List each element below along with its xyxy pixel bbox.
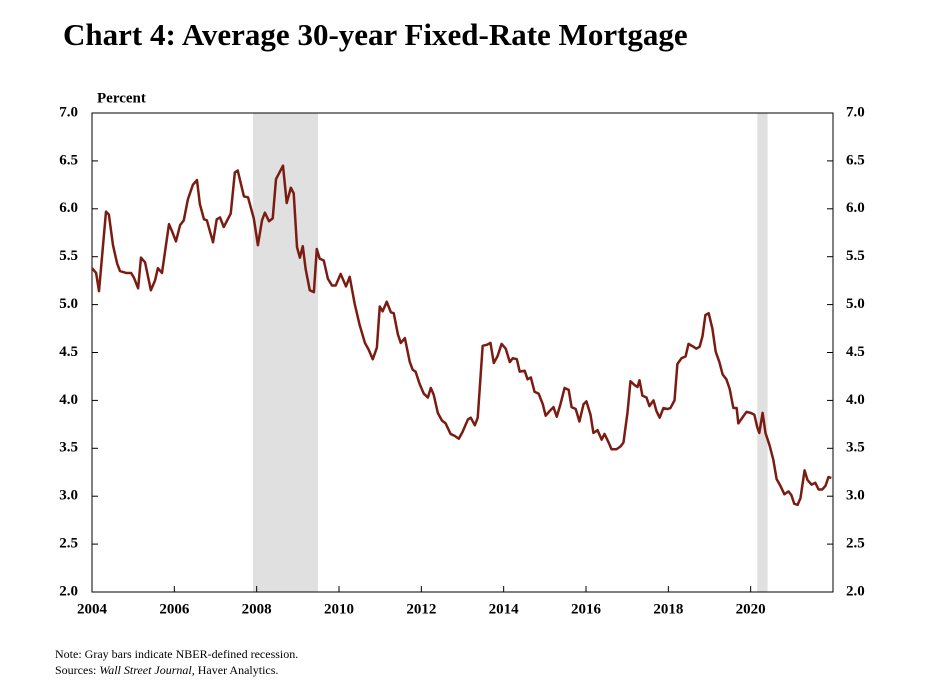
y-tick-label: 4.5 — [59, 344, 78, 360]
chart-title: Chart 4: Average 30-year Fixed-Rate Mort… — [63, 17, 688, 52]
y2-tick-label: 5.0 — [846, 296, 865, 312]
y-tick-label: 5.0 — [59, 296, 78, 312]
y-tick-label: 2.5 — [59, 536, 78, 552]
y-tick-label: 3.0 — [59, 488, 78, 504]
sources-rest: Haver Analytics. — [198, 663, 279, 677]
x-tick-label: 2010 — [324, 601, 354, 617]
x-tick-label: 2014 — [489, 601, 520, 617]
y2-tick-label: 3.5 — [846, 440, 865, 456]
recession-bar — [757, 113, 768, 592]
y-tick-label: 5.5 — [59, 248, 78, 264]
y2-tick-label: 2.0 — [846, 583, 865, 599]
sources: Sources: Wall Street Journal, Haver Anal… — [55, 663, 278, 677]
sources-prefix: Sources: — [55, 663, 96, 677]
y2-tick-label: 6.0 — [846, 200, 865, 216]
x-tick-label: 2008 — [242, 601, 272, 617]
y2-tick-label: 2.5 — [846, 536, 865, 552]
x-tick-label: 2006 — [159, 601, 190, 617]
x-tick-label: 2020 — [736, 601, 766, 617]
plot-frame — [91, 112, 834, 593]
y2-tick-label: 6.5 — [846, 152, 865, 168]
y-tick-label: 7.0 — [59, 104, 78, 120]
y2-tick-label: 4.5 — [846, 344, 865, 360]
y-tick-label: 3.5 — [59, 440, 78, 456]
y-tick-label: 6.5 — [59, 152, 78, 168]
x-tick-label: 2016 — [571, 601, 602, 617]
y2-tick-label: 3.0 — [846, 488, 865, 504]
y2-tick-label: 7.0 — [846, 104, 865, 120]
note: Note: Gray bars indicate NBER-defined re… — [55, 647, 298, 661]
y-tick-label: 6.0 — [59, 200, 78, 216]
x-tick-label: 2012 — [406, 601, 436, 617]
y-axis-label: Percent — [97, 90, 146, 106]
x-tick-label: 2004 — [77, 601, 108, 617]
y-tick-label: 2.0 — [59, 583, 78, 599]
y2-tick-label: 4.0 — [846, 392, 865, 408]
y2-tick-label: 5.5 — [846, 248, 865, 264]
sources-italic: Wall Street Journal, — [99, 663, 194, 677]
x-tick-label: 2018 — [653, 601, 683, 617]
y-tick-label: 4.0 — [59, 392, 78, 408]
series-line — [91, 164, 832, 507]
